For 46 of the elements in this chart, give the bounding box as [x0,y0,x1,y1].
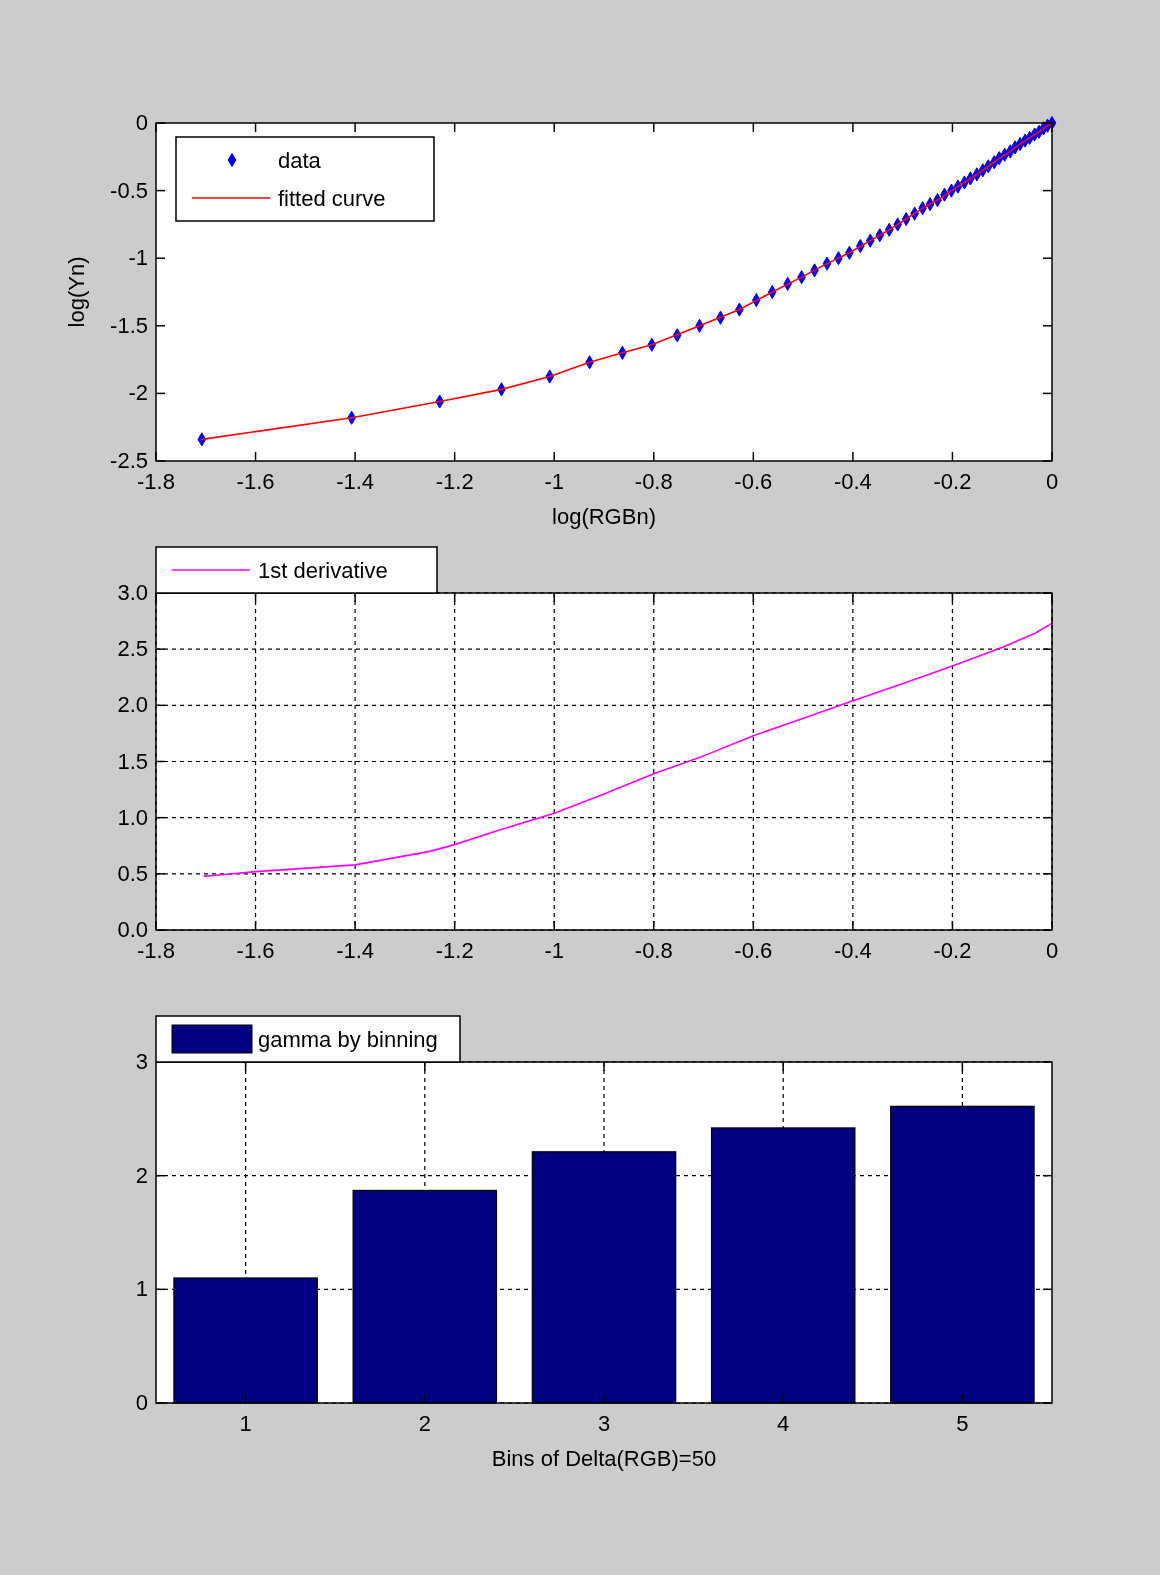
x-axis-title: log(RGBn) [552,504,656,529]
y-tick-label: 1 [135,1276,148,1302]
legend-label: gamma by binning [258,1027,438,1052]
x-tick-label: 0 [1045,938,1059,963]
y-tick-label: 0 [135,110,148,135]
y-tick-label: 1.5 [117,748,148,774]
x-tick-label: -0.4 [833,469,872,494]
x-tick-label: -0.6 [734,938,773,963]
x-tick-label: -0.4 [833,938,872,963]
x-tick-label: 0 [1045,469,1059,494]
y-tick-label: 3.0 [117,580,148,605]
x-tick-label: 5 [956,1411,969,1436]
x-axis-title: Bins of Delta(RGB)=50 [491,1446,717,1471]
x-tick-label: -0.8 [634,469,673,494]
x-tick-label: -1.6 [236,938,275,963]
y-tick-label: 0 [135,1390,148,1415]
x-tick-label: -1.6 [236,469,275,494]
y-tick-label: -1 [128,245,148,271]
x-tick-label: -0.2 [933,469,972,494]
y-tick-label: 2.0 [117,692,148,718]
legend-label: fitted curve [278,186,386,211]
y-tick-label: 3 [135,1049,148,1074]
legend-label: 1st derivative [258,558,388,583]
x-tick-label: -1.2 [435,469,474,494]
y-tick-label: 1.0 [117,804,148,830]
y-axis-title: log(Yn) [64,256,89,328]
x-tick-label: 4 [777,1411,790,1436]
y-tick-label: 0.5 [117,860,148,886]
y-tick-label: 2 [135,1162,148,1188]
x-tick-label: -1 [544,938,564,963]
y-tick-label: -0.5 [110,177,148,203]
x-tick-label: -0.2 [933,938,972,963]
y-tick-label: 2.5 [117,636,148,662]
x-tick-label: 2 [418,1411,431,1436]
legend-label: data [278,148,322,173]
y-tick-label: -1.5 [110,312,148,338]
x-tick-label: 3 [597,1411,611,1436]
x-tick-label: -1.2 [435,938,474,963]
x-tick-label: -1 [544,469,564,494]
x-tick-label: -0.6 [734,469,773,494]
x-tick-label: 1 [239,1411,252,1436]
x-tick-label: -0.8 [634,938,673,963]
line-series [203,622,1053,877]
y-tick-label: -2 [128,380,148,406]
x-tick-label: -1.4 [336,469,375,494]
x-tick-label: -1.4 [336,938,375,963]
